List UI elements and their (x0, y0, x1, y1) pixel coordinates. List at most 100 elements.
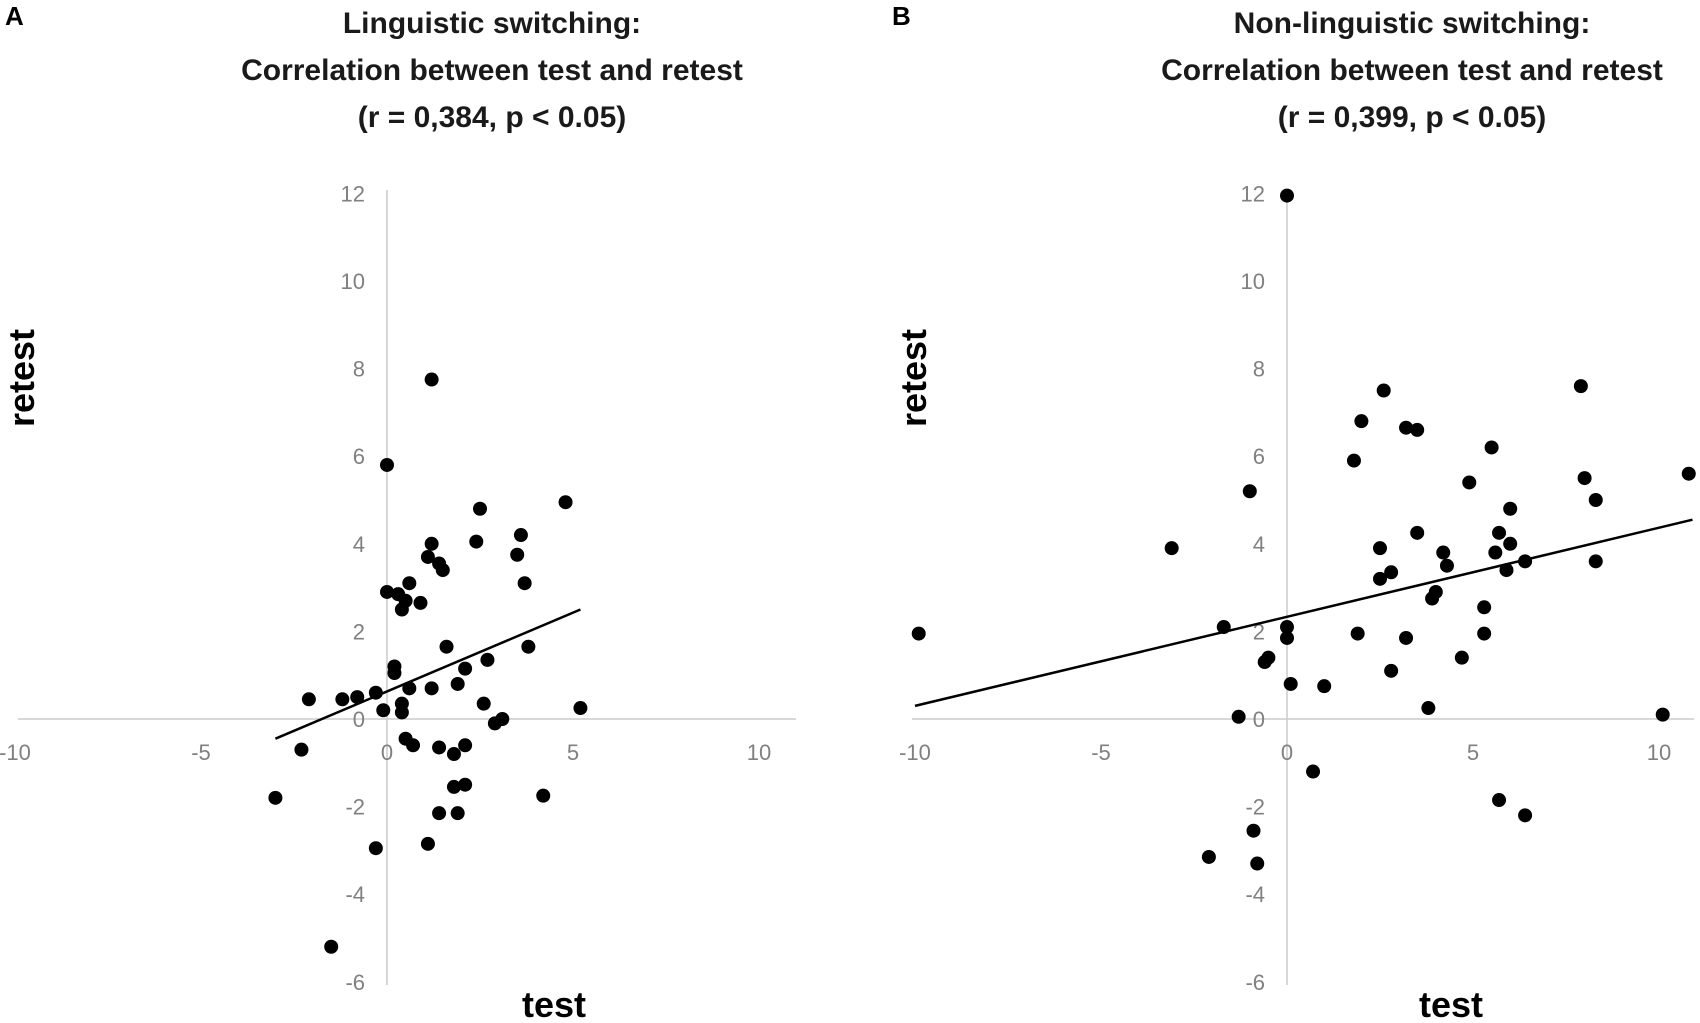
panel-b-data-point (911, 626, 926, 641)
panel-b-data-point (1503, 536, 1518, 551)
panel-a-data-point (424, 372, 439, 387)
panel-a-y-tick-label: 8 (353, 357, 365, 382)
panel-b-data-point (1477, 626, 1492, 641)
panel-b-data-point (1577, 471, 1592, 486)
panel-a-data-point (402, 576, 417, 591)
panel-a-scatter-plot: A Linguistic switching: Correlation betw… (0, 1, 796, 1023)
panel-a-y-tick-label: 0 (353, 707, 365, 732)
panel-a-title-line-3: (r = 0,384, p < 0.05) (358, 101, 627, 134)
panel-b-data-point (1306, 764, 1321, 779)
panel-a-data-point (517, 576, 532, 591)
panel-a-data-point (432, 740, 447, 755)
panel-b-data-point (1573, 379, 1588, 394)
panel-a-data-point (394, 602, 409, 617)
panel-b-data-point (1488, 545, 1503, 560)
panel-a-data-point (376, 703, 391, 718)
panel-b-data-point (1246, 823, 1261, 838)
panel-b-y-tick-label: 2 (1253, 619, 1265, 644)
panel-a-data-point (402, 681, 417, 696)
panel-b-y-tick-label: -4 (1245, 882, 1265, 907)
panel-b-x-axis-title: test (1419, 984, 1483, 1023)
panel-a-y-tick-label: -4 (345, 882, 365, 907)
panel-a-y-tick-label: 10 (341, 269, 365, 294)
panel-b-data-point (1462, 475, 1477, 490)
panel-b-x-tick-label: -5 (1091, 740, 1111, 765)
panel-b-data-point (1283, 676, 1298, 691)
panel-a-data-point (536, 788, 551, 803)
panel-a-data-point (473, 501, 487, 516)
panel-b-x-tick-label: 10 (1647, 740, 1671, 765)
panel-a-x-tick-label: -10 (0, 740, 31, 765)
panel-b-data-point (1354, 414, 1369, 429)
panel-a-data-point (324, 939, 339, 954)
panel-b-data-point (1410, 422, 1425, 437)
panel-a-data-point (446, 747, 461, 762)
panel-a-data-point (335, 692, 350, 707)
panel-b-y-tick-labels: -6 -4 -2 0 2 4 6 8 10 12 (1241, 181, 1265, 994)
panel-b-y-tick-label: 0 (1253, 707, 1265, 732)
panel-b-data-point (1399, 630, 1414, 645)
panel-a-y-tick-label: 4 (353, 532, 365, 557)
panel-a-data-point (420, 836, 435, 851)
panel-b-title-line-2: Correlation between test and retest (1161, 54, 1663, 87)
panel-a-y-tick-label: 2 (353, 619, 365, 644)
panel-b-data-point (1518, 554, 1533, 569)
panel-a-data-point (558, 495, 573, 510)
panel-a-x-tick-label: 0 (381, 740, 393, 765)
panel-b-data-point (1425, 591, 1440, 606)
panel-a-y-tick-label: 6 (353, 444, 365, 469)
panel-a-data-point (301, 692, 316, 707)
panel-b-data-point (1477, 600, 1492, 615)
panel-a-letter: A (5, 1, 24, 31)
panel-a-data-point (510, 547, 525, 562)
panel-b-data-point (1350, 626, 1365, 641)
panel-b-y-axis-title: retest (893, 329, 934, 427)
panel-a-data-point (513, 528, 528, 543)
panel-a-y-tick-label: -6 (345, 970, 365, 995)
panel-b-data-points (911, 188, 1696, 871)
panel-a-data-points (268, 372, 588, 954)
panel-b-data-point (1384, 565, 1399, 580)
panel-a-data-point (480, 652, 495, 667)
panel-b-data-point (1317, 679, 1332, 694)
panel-b-data-point (1421, 701, 1436, 716)
panel-b-y-tick-label: -2 (1245, 795, 1265, 820)
panel-a-x-tick-label: -5 (191, 740, 211, 765)
panel-b-data-point (1439, 558, 1454, 573)
panel-a-data-point (432, 806, 447, 821)
panel-b-data-point (1588, 493, 1603, 507)
panel-a-data-point (435, 563, 450, 578)
panel-b-data-point (1454, 650, 1469, 665)
panel-b-data-point (1399, 420, 1414, 435)
panel-b-y-tick-label: 8 (1253, 357, 1265, 382)
panel-a-y-tick-label: -2 (345, 795, 365, 820)
panel-b-title-line-1: Non-linguistic switching: (1234, 7, 1591, 40)
panel-b-data-point (1492, 793, 1507, 808)
panel-a-data-point (294, 742, 309, 757)
panel-b-data-point (1384, 663, 1399, 678)
panel-b-y-tick-label: -6 (1245, 970, 1265, 995)
panel-a-data-point (450, 806, 465, 821)
panel-b-x-tick-label: 0 (1281, 740, 1293, 765)
panel-a-x-tick-label: 5 (567, 740, 579, 765)
panel-a-data-point (439, 639, 454, 654)
panel-b-data-point (1518, 808, 1533, 823)
panel-b-letter: B (892, 1, 911, 31)
panel-a-data-point (368, 685, 383, 700)
panel-a-data-point (458, 661, 473, 676)
panel-a-data-point (413, 595, 428, 610)
panel-b-data-point (1588, 554, 1603, 569)
panel-a-x-tick-labels: -10 -5 0 5 10 (0, 740, 771, 765)
panel-b-data-point (1231, 709, 1246, 724)
panel-a-data-point (380, 457, 394, 472)
panel-a-data-point (458, 777, 473, 792)
panel-b-data-point (1257, 655, 1272, 670)
panel-b-data-point (1346, 453, 1361, 468)
panel-b-data-point (1503, 501, 1518, 516)
panel-b-data-point (1373, 541, 1387, 556)
panel-b-data-point (1280, 630, 1294, 645)
panel-b-data-point (1655, 707, 1670, 722)
panel-b-y-tick-label: 6 (1253, 444, 1265, 469)
panel-b-data-point (1410, 525, 1425, 540)
